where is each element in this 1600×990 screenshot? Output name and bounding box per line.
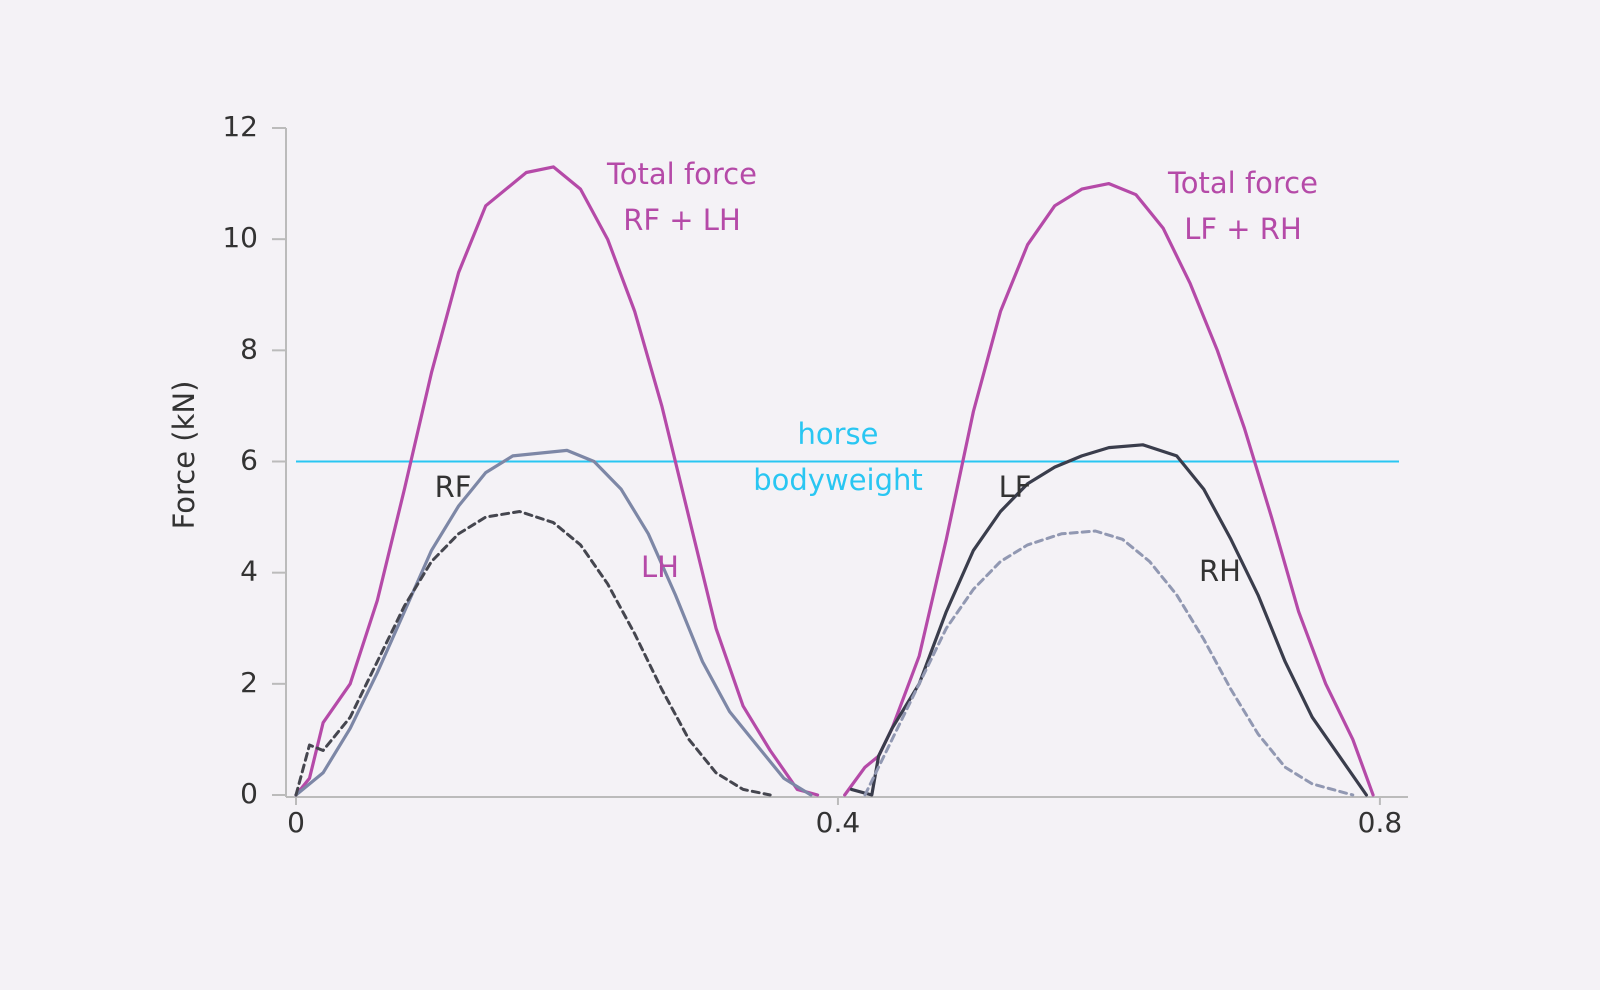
- y-tick-label: 0: [240, 777, 258, 810]
- series-label: RF + LH: [623, 203, 741, 237]
- y-tick-label: 10: [222, 221, 258, 254]
- series-label: LF + RH: [1184, 212, 1302, 246]
- x-tick-label: 0.8: [1358, 806, 1403, 839]
- series-label: LF: [999, 470, 1032, 504]
- x-tick-label: 0.4: [816, 806, 861, 839]
- y-tick-label: 2: [240, 666, 258, 699]
- series-line: [294, 448, 813, 797]
- x-tick-label: 0: [287, 806, 305, 839]
- bodyweight-label: bodyweight: [753, 463, 923, 497]
- y-tick-label: 4: [240, 555, 258, 588]
- series-label: RH: [1199, 554, 1241, 588]
- series-label: Total force: [1167, 166, 1318, 200]
- series-line: [863, 529, 1355, 797]
- series-label: RF: [435, 470, 472, 504]
- series-label: LH: [641, 550, 679, 584]
- series-line: [843, 182, 1375, 797]
- series-line: [849, 443, 1368, 797]
- series-line: [294, 510, 772, 797]
- y-axis-title: Force (kN): [167, 381, 201, 530]
- bodyweight-label: horse: [798, 417, 879, 451]
- series-line: [294, 165, 820, 797]
- y-tick-label: 6: [240, 444, 258, 477]
- y-tick-label: 12: [222, 110, 258, 143]
- series-label: Total force: [606, 157, 757, 191]
- y-tick-label: 8: [240, 332, 258, 365]
